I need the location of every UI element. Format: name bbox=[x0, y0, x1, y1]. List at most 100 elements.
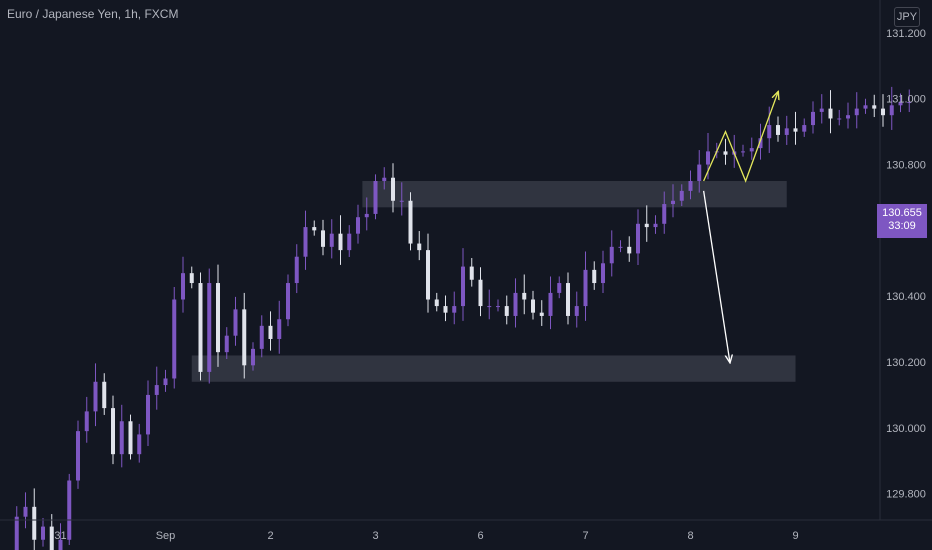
candle bbox=[426, 233, 430, 313]
time-tick-label: 6 bbox=[477, 530, 483, 542]
candle bbox=[863, 98, 868, 114]
candle bbox=[382, 167, 387, 190]
symbol-title: Euro / Japanese Yen, 1h, FXCM bbox=[7, 7, 179, 21]
candle bbox=[452, 291, 457, 325]
time-tick-label: 8 bbox=[687, 530, 693, 542]
candle bbox=[84, 396, 89, 443]
candle bbox=[93, 363, 98, 427]
resistance-zone[interactable] bbox=[362, 181, 787, 208]
candle bbox=[76, 420, 80, 489]
candle bbox=[723, 138, 728, 165]
candle bbox=[198, 272, 203, 381]
candle bbox=[671, 184, 675, 218]
candle bbox=[461, 248, 465, 321]
price-tick-label: 129.800 bbox=[886, 489, 926, 501]
candle bbox=[391, 163, 395, 213]
time-tick-label: 3 bbox=[372, 530, 378, 542]
candle bbox=[58, 523, 63, 550]
time-tick-label: 7 bbox=[582, 530, 588, 542]
candle bbox=[32, 488, 37, 550]
time-tick-label: 31 bbox=[54, 530, 66, 542]
candle bbox=[741, 144, 745, 157]
candle bbox=[111, 395, 115, 465]
candle bbox=[644, 205, 649, 242]
bearish-projection[interactable] bbox=[702, 190, 730, 362]
candle bbox=[364, 197, 369, 231]
candle bbox=[548, 276, 553, 330]
zones-layer bbox=[191, 181, 796, 382]
candle bbox=[566, 272, 570, 325]
candle bbox=[776, 116, 780, 142]
candle bbox=[146, 380, 150, 447]
candle bbox=[872, 94, 877, 118]
candle bbox=[181, 256, 185, 313]
candle bbox=[811, 101, 815, 134]
candle bbox=[259, 315, 264, 358]
candle bbox=[41, 518, 45, 547]
candle bbox=[513, 278, 518, 328]
candle bbox=[819, 94, 824, 124]
candle bbox=[224, 327, 229, 359]
candle bbox=[496, 299, 500, 312]
candles-layer bbox=[14, 86, 912, 550]
support-zone[interactable] bbox=[191, 355, 796, 382]
candle bbox=[531, 290, 535, 320]
candle bbox=[216, 264, 220, 367]
candle bbox=[601, 250, 605, 294]
candle bbox=[583, 251, 588, 321]
candle bbox=[434, 292, 439, 312]
candle bbox=[688, 170, 693, 200]
candle bbox=[592, 261, 597, 290]
time-axis[interactable]: 31 Sep 2 3 6 7 8 9 bbox=[54, 530, 798, 542]
candle bbox=[697, 150, 702, 193]
candle bbox=[312, 220, 317, 236]
candle bbox=[399, 182, 404, 216]
bullish-projection[interactable] bbox=[703, 92, 778, 183]
candle bbox=[627, 236, 632, 262]
candle bbox=[443, 295, 448, 322]
candle bbox=[49, 514, 54, 550]
candle bbox=[636, 209, 640, 266]
price-tick-label: 130.000 bbox=[886, 423, 926, 435]
price-tick-label: 131.000 bbox=[886, 94, 926, 106]
candle bbox=[303, 210, 308, 270]
candle bbox=[828, 90, 833, 134]
candle bbox=[749, 137, 754, 160]
candle bbox=[137, 423, 142, 463]
candle bbox=[539, 300, 544, 326]
last-price-label: 130.655 33:09 bbox=[877, 204, 927, 238]
candle bbox=[846, 102, 850, 129]
candle bbox=[14, 506, 19, 550]
candle bbox=[189, 266, 194, 289]
candle bbox=[522, 274, 527, 315]
currency-button[interactable]: JPY bbox=[894, 7, 920, 27]
candle bbox=[478, 267, 483, 317]
candle bbox=[233, 296, 238, 346]
candle bbox=[662, 191, 667, 234]
price-axis[interactable]: 131.200 131.000 130.800 130.400 130.200 130.0… bbox=[886, 28, 926, 501]
candle bbox=[574, 291, 579, 328]
candle bbox=[889, 86, 894, 130]
price-tick-label: 130.200 bbox=[886, 357, 926, 369]
candle bbox=[408, 192, 413, 251]
candle bbox=[242, 292, 247, 379]
candle bbox=[609, 230, 614, 277]
bar-countdown: 33:09 bbox=[888, 220, 916, 232]
candle bbox=[154, 366, 159, 410]
candle bbox=[251, 342, 255, 371]
candle bbox=[119, 404, 124, 468]
candle bbox=[128, 414, 133, 460]
last-price-value: 130.655 bbox=[882, 207, 922, 219]
candle bbox=[417, 231, 422, 261]
candle bbox=[347, 225, 352, 257]
candle bbox=[373, 174, 378, 220]
candle bbox=[618, 240, 623, 253]
candle bbox=[837, 109, 842, 126]
candle bbox=[784, 115, 789, 145]
candle bbox=[793, 111, 798, 145]
candle bbox=[854, 92, 859, 129]
candle bbox=[338, 215, 343, 265]
candle bbox=[294, 244, 299, 294]
